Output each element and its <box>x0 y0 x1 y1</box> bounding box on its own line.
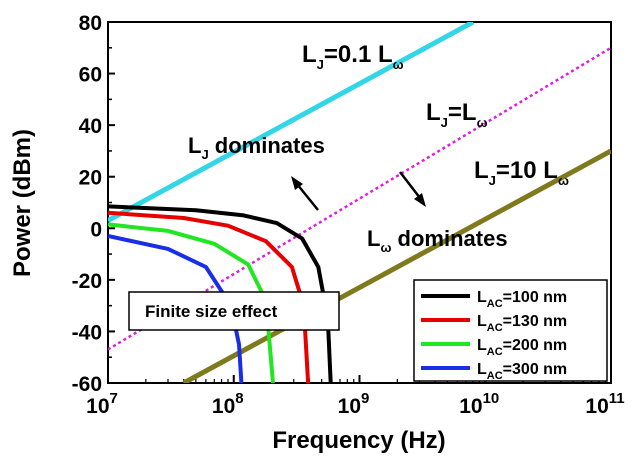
x-axis-ticks: 107 108 109 1010 1011 <box>86 375 625 418</box>
x-tick-label: 109 <box>338 390 370 418</box>
x-tick-label: 107 <box>86 390 118 418</box>
y-tick-label: 60 <box>79 64 102 87</box>
legend-label: LAC=200 nm <box>477 337 567 358</box>
x-tick-label: 1010 <box>459 390 499 418</box>
y-tick-label: -20 <box>72 270 102 293</box>
reference-line-0 <box>108 22 475 223</box>
svg-text:Finite size effect: Finite size effect <box>145 302 278 321</box>
finite-size-box: Finite size effect <box>128 291 340 331</box>
reference-line-2 <box>182 148 611 383</box>
label-lj-10: LJ=10 Lω <box>474 157 569 188</box>
legend-label: LAC=300 nm <box>477 361 567 382</box>
arrow-down-right <box>399 171 426 207</box>
series-line-3 <box>108 234 244 383</box>
y-tick-label: 80 <box>79 12 102 35</box>
legend: LAC=100 nm LAC=130 nm LAC=200 nm LAC=300 nm <box>413 279 608 382</box>
y-tick-label: 0 <box>90 218 102 241</box>
y-axis-title: Power (dBm) <box>9 129 36 277</box>
x-tick-label: 1011 <box>585 390 624 418</box>
legend-label: LAC=130 nm <box>477 313 567 334</box>
y-tick-label: 40 <box>79 115 102 138</box>
annotation-lj-dominates: LJ dominates <box>188 133 325 162</box>
legend-label: LAC=100 nm <box>477 289 567 310</box>
x-axis-title: Frequency (Hz) <box>272 427 445 454</box>
y-axis-ticks: 80 60 40 20 0 -20 -40 -60 <box>72 12 115 396</box>
y-tick-label: -60 <box>72 373 102 396</box>
y-tick-label: -40 <box>72 321 102 344</box>
x-tick-label: 108 <box>212 390 244 418</box>
label-lj-0.1: LJ=0.1 Lω <box>302 41 404 72</box>
annotation-lw-dominates: Lω dominates <box>367 226 508 255</box>
arrow-up-left <box>291 176 319 211</box>
y-tick-label: 20 <box>79 167 102 190</box>
label-lj-equal: LJ=Lω <box>426 99 488 130</box>
